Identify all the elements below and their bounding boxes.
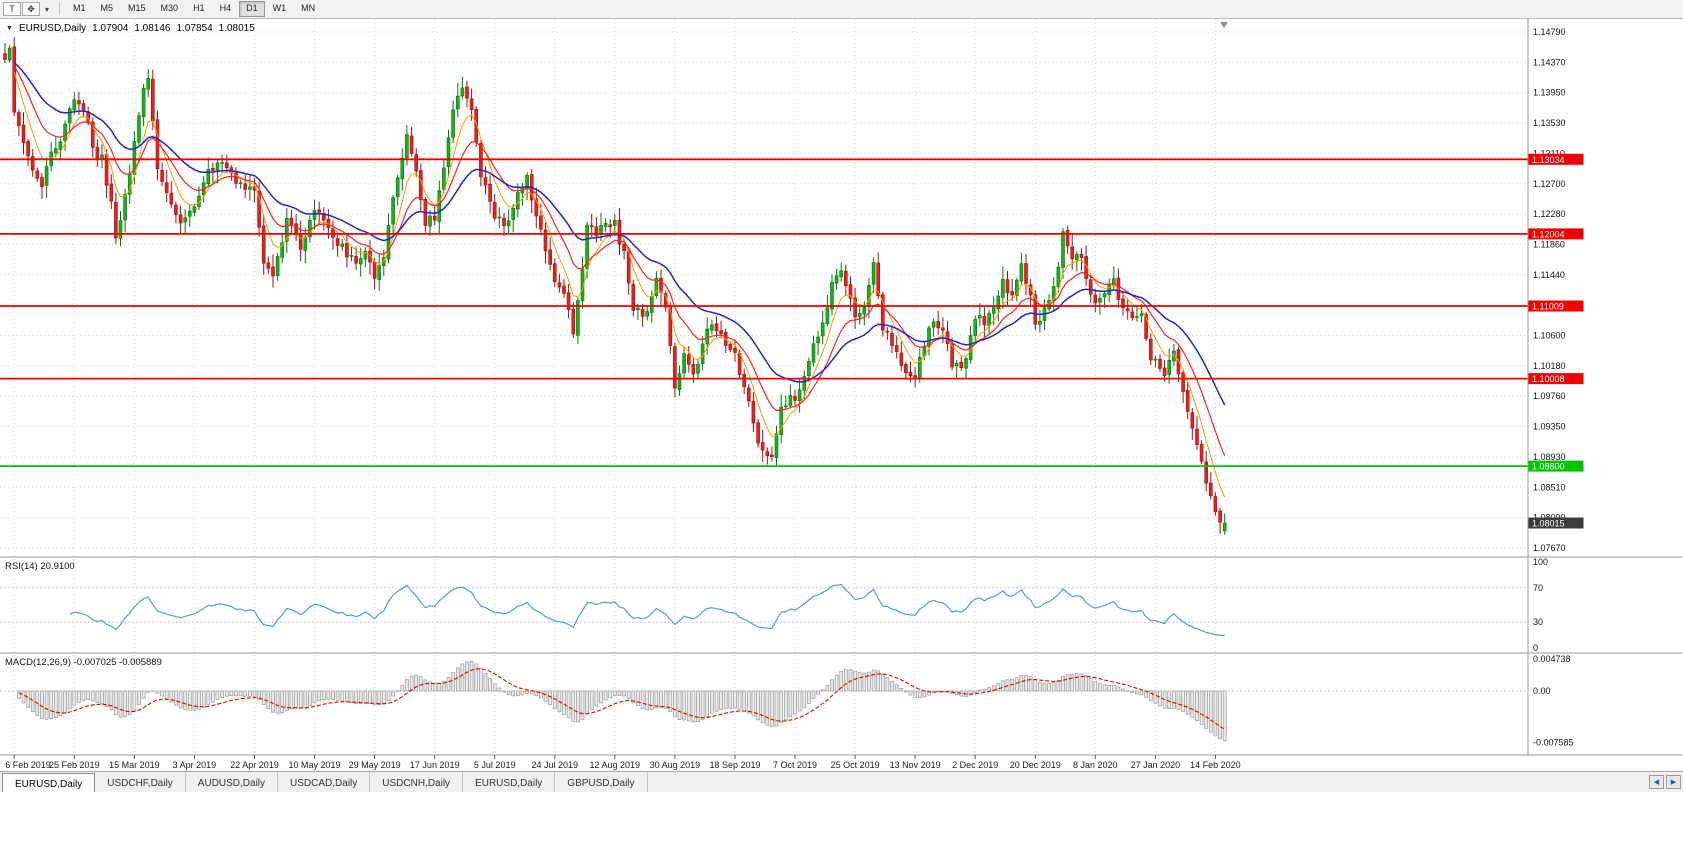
svg-text:6 Feb 2019: 6 Feb 2019 [5,760,51,770]
top-toolbar: T ✥ ▾ M1 M5 M15 M30 H1 H4 D1 W1 MN [0,0,1683,19]
svg-text:15 Mar 2019: 15 Mar 2019 [109,760,160,770]
macd-panel: MACD(12,26,9) -0.007025 -0.005889 0.00473… [0,654,1574,748]
svg-text:1.13110: 1.13110 [1533,148,1565,158]
toolbar-separator [59,3,60,15]
timeframe-button-h1[interactable]: H1 [186,1,212,17]
timeframe-button-h4[interactable]: H4 [213,1,239,17]
svg-text:RSI(14) 20.9100: RSI(14) 20.9100 [5,561,75,572]
chevron-down-icon[interactable]: ▾ [41,2,53,16]
svg-text:1.08510: 1.08510 [1533,482,1566,492]
svg-text:1.12700: 1.12700 [1533,179,1566,189]
svg-text:1.13530: 1.13530 [1533,118,1566,128]
svg-text:1.12280: 1.12280 [1533,209,1566,219]
tab-scroll-right-icon[interactable]: ▶ [1666,775,1681,789]
chart-window[interactable]: ▼ EURUSD,Daily 1.07904 1.08146 1.07854 1… [0,19,1683,771]
ohlc-high: 1.08146 [134,23,171,34]
timeframe-button-m15[interactable]: M15 [121,1,153,17]
ohlc-open: 1.07904 [92,23,129,34]
rsi-panel: RSI(14) 20.9100 100 70 30 0 [0,557,1548,653]
timeframe-button-w1[interactable]: W1 [266,1,294,17]
svg-text:1.09760: 1.09760 [1533,391,1566,401]
svg-text:1.07670: 1.07670 [1533,543,1566,553]
tab-scroll-left-icon[interactable]: ◀ [1649,775,1664,789]
chart-tab-bar: EURUSD,Daily USDCHF,Daily AUDUSD,Daily USDC… [0,771,1683,792]
svg-text:1.13950: 1.13950 [1533,88,1566,98]
timeframe-button-mn[interactable]: MN [294,1,322,17]
svg-text:3 Apr 2019: 3 Apr 2019 [173,760,217,770]
svg-text:1.10008: 1.10008 [1532,374,1565,384]
svg-text:25 Oct 2019: 25 Oct 2019 [831,760,880,770]
svg-text:2 Dec 2019: 2 Dec 2019 [952,760,998,770]
timeframe-button-m30[interactable]: M30 [154,1,186,17]
svg-text:1.08015: 1.08015 [1532,519,1565,529]
svg-text:1.11860: 1.11860 [1533,240,1565,250]
timeframe-button-m5[interactable]: M5 [94,1,121,17]
chart-tab-5-eurusd-daily[interactable]: EURUSD,Daily [463,772,556,792]
svg-text:29 May 2019: 29 May 2019 [349,760,401,770]
cursor-tool-icon[interactable]: ✥ [22,2,40,16]
svg-text:0: 0 [1533,643,1538,653]
svg-text:70: 70 [1533,583,1543,593]
timeframe-button-m1[interactable]: M1 [66,1,93,17]
chart-tab-4-usdcnh-daily[interactable]: USDCNH,Daily [370,772,464,792]
templates-icon[interactable]: T [3,2,21,16]
svg-text:25 Feb 2019: 25 Feb 2019 [49,760,100,770]
candles-layer [3,37,1227,535]
chart-tab-6-gbpusd-daily[interactable]: GBPUSD,Daily [555,772,648,792]
svg-text:1.10600: 1.10600 [1533,331,1566,341]
tab-scrollbar: ◀ ▶ [1649,775,1681,789]
svg-text:1.11009: 1.11009 [1532,302,1564,312]
timeframe-button-d1[interactable]: D1 [239,1,265,17]
svg-text:0.004738: 0.004738 [1533,654,1571,664]
chart-tab-2-audusd-daily[interactable]: AUDUSD,Daily [186,772,279,792]
svg-text:5 Jul 2019: 5 Jul 2019 [474,760,516,770]
svg-text:MACD(12,26,9) -0.007025 -0.005: MACD(12,26,9) -0.007025 -0.005889 [5,657,162,668]
macd-signal-line [18,668,1225,730]
chart-title: ▼ EURUSD,Daily 1.07904 1.08146 1.07854 1… [6,23,255,34]
svg-text:1.11440: 1.11440 [1533,270,1565,280]
svg-text:14 Feb 2020: 14 Feb 2020 [1190,760,1241,770]
svg-text:8 Jan 2020: 8 Jan 2020 [1073,760,1118,770]
price-chart-canvas[interactable]: 1.14790 1.14370 1.13950 1.13530 1.13110 1.127… [0,19,1683,771]
rsi-line [69,583,1225,636]
ohlc-close: 1.08015 [218,23,255,34]
ohlc-low: 1.07854 [176,23,213,34]
chart-tab-3-usdcad-daily[interactable]: USDCAD,Daily [278,772,371,792]
timeframe-buttons: M1 M5 M15 M30 H1 H4 D1 W1 MN [66,1,322,17]
svg-text:1.13034: 1.13034 [1532,155,1565,165]
svg-text:17 Jun 2019: 17 Jun 2019 [410,760,460,770]
collapse-triangle-icon[interactable]: ▼ [6,25,13,32]
price-tags: 1.13034 1.12004 1.11009 1.10008 1.08800 1.080… [1528,153,1584,529]
svg-text:1.08800: 1.08800 [1532,462,1565,472]
chart-shift-marker[interactable] [1220,22,1228,28]
svg-text:13 Nov 2019: 13 Nov 2019 [890,760,941,770]
svg-text:1.09350: 1.09350 [1533,422,1566,432]
svg-text:24 Jul 2019: 24 Jul 2019 [532,760,579,770]
svg-text:30 Aug 2019: 30 Aug 2019 [650,760,701,770]
svg-text:1.12004: 1.12004 [1532,229,1565,239]
svg-text:30: 30 [1533,617,1543,627]
svg-text:10 May 2019: 10 May 2019 [288,760,340,770]
svg-text:100: 100 [1533,557,1548,567]
chart-tab-1-usdchf-daily[interactable]: USDCHF,Daily [95,772,186,792]
svg-text:1.14370: 1.14370 [1533,57,1566,67]
svg-text:1.14790: 1.14790 [1533,27,1566,37]
svg-text:0.00: 0.00 [1533,686,1551,696]
svg-text:7 Oct 2019: 7 Oct 2019 [773,760,817,770]
current-price-tag [1528,517,1584,529]
svg-text:-0.007585: -0.007585 [1533,738,1574,748]
svg-text:12 Aug 2019: 12 Aug 2019 [590,760,641,770]
horizontal-lines-layer[interactable] [0,158,1528,468]
chart-symbol-period: EURUSD,Daily [18,23,87,34]
panel-separators [0,19,1683,756]
svg-text:27 Jan 2020: 27 Jan 2020 [1131,760,1181,770]
svg-text:18 Sep 2019: 18 Sep 2019 [709,760,760,770]
svg-text:1.08930: 1.08930 [1533,452,1566,462]
chart-tab-0-eurusd-daily[interactable]: EURUSD,Daily [2,773,96,792]
svg-text:22 Apr 2019: 22 Apr 2019 [230,760,279,770]
svg-text:1.10180: 1.10180 [1533,361,1566,371]
svg-text:20 Dec 2019: 20 Dec 2019 [1010,760,1061,770]
